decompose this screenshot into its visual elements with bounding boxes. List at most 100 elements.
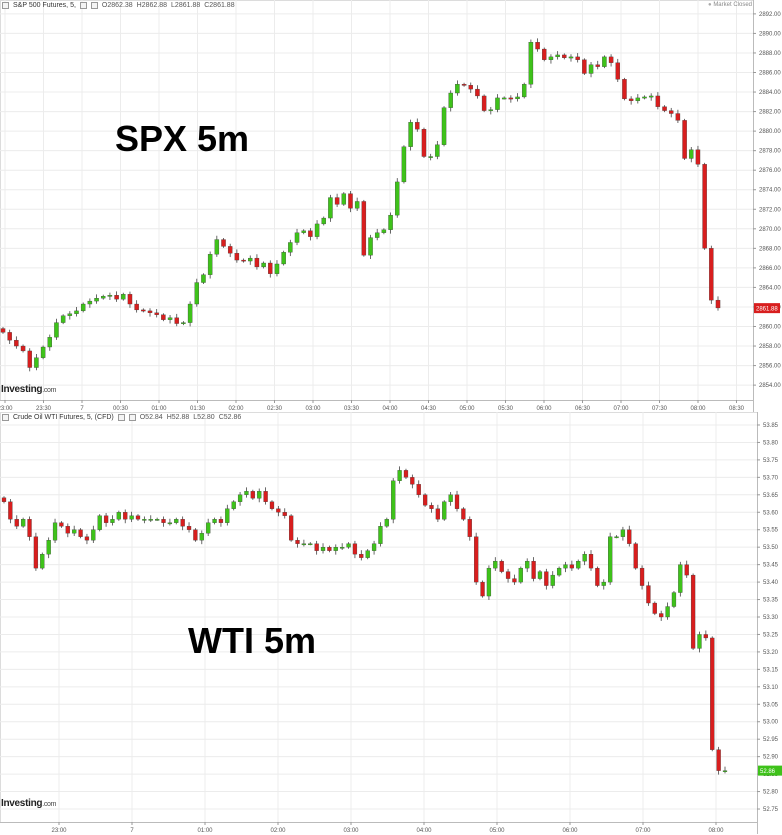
candle-body [537,571,543,579]
candle [622,77,627,101]
candle-body [91,529,96,541]
candle-body [435,508,441,520]
collapse-icon[interactable] [2,2,9,9]
candle-body [333,547,338,551]
spx-candlestick-chart[interactable]: 2892.00 2890.00 2888.00 2886.00 2884.00 2882.… [0,0,782,412]
candle-body [134,303,139,311]
candle [614,535,619,539]
investing-logo: Investing.com [1,798,56,809]
candle-body [201,274,206,283]
candle [582,551,587,566]
wti-chart-panel[interactable]: 53.85 53.80 53.75 53.70 53.65 53.60 53.55 53.50… [0,412,782,835]
y-tick-label: 2864.00 [759,285,781,291]
candle [555,51,560,60]
candle [562,53,567,60]
x-tick-label: 06:00 [536,406,552,412]
wti-candlestick-chart[interactable]: 53.85 53.80 53.75 53.70 53.65 53.60 53.55 53.50… [0,412,782,835]
candle [722,766,728,774]
candle [134,300,139,313]
candle-body [528,42,534,85]
candle-body [199,533,204,541]
candle-body [709,248,714,301]
y-tick-label: 53.75 [763,458,779,464]
candle-body [155,519,160,521]
candle-body [261,262,266,268]
candle [493,557,498,571]
candle [588,550,594,571]
candle [181,321,186,326]
y-tick-label: 53.15 [763,667,779,673]
candle-body [422,494,428,506]
candle-body [722,770,728,772]
candle [652,601,657,616]
candle [27,516,32,541]
candle [715,296,721,311]
candle-body [250,491,255,499]
ohlc-open: O52.84 [139,414,163,421]
candle-body [401,146,407,183]
candle-body [695,149,701,165]
candle-body [448,494,453,502]
candle [295,537,300,548]
candle-body [690,574,696,649]
y-tick-label: 2858.00 [759,344,781,350]
candle-body [282,512,287,516]
candle [294,228,300,246]
candle-body [602,56,607,67]
candle [84,533,90,545]
candle-body [588,554,594,569]
candle-body [123,512,128,520]
candle-body [234,253,240,261]
candle [114,291,119,302]
candle-body [542,48,547,60]
candle-body [499,560,504,572]
settings-icon[interactable] [90,2,98,9]
y-tick-label: 2870.00 [759,227,781,233]
candle-body [515,96,520,100]
candle [441,106,447,147]
candle [455,80,460,96]
candle [241,258,246,263]
candle [352,540,358,559]
candle [359,550,364,561]
settings-icon[interactable] [128,414,136,421]
candle [695,145,701,167]
candle-body [231,501,236,509]
candle [21,517,26,528]
candle-body [715,299,721,309]
candle-body [575,56,580,60]
candle-body [562,54,567,58]
investing-logo: Investing.com [1,384,56,395]
candle-body [448,92,453,108]
candle-body [601,581,606,586]
candle-body [308,543,313,546]
y-tick-label: 2878.00 [759,149,781,155]
candle [154,309,159,318]
candle-body [555,54,560,58]
last-price-value: 52.86 [760,769,776,775]
candle-body [1,497,7,502]
visibility-icon[interactable] [117,414,125,421]
x-tick-label: 02:30 [267,406,283,412]
candle-body [397,470,402,481]
visibility-icon[interactable] [79,2,87,9]
candle-body [429,505,434,509]
candle-body [154,312,159,315]
candle [80,302,86,313]
candle [388,212,393,234]
candle [535,38,540,52]
candle [595,566,600,588]
candle-body [72,529,77,534]
y-tick-label: 53.30 [763,615,779,621]
candle-body [174,317,179,324]
candle-body [110,519,115,523]
spx-chart-panel[interactable]: 2892.00 2890.00 2888.00 2886.00 2884.00 2882.… [0,0,782,412]
x-tick-label: 7 [130,828,134,834]
candle-body [518,567,523,583]
candle-body [74,310,79,314]
collapse-icon[interactable] [2,414,9,421]
y-tick-label: 53.70 [763,475,779,481]
candle [468,82,473,93]
candle [501,96,507,100]
candle [395,178,400,218]
